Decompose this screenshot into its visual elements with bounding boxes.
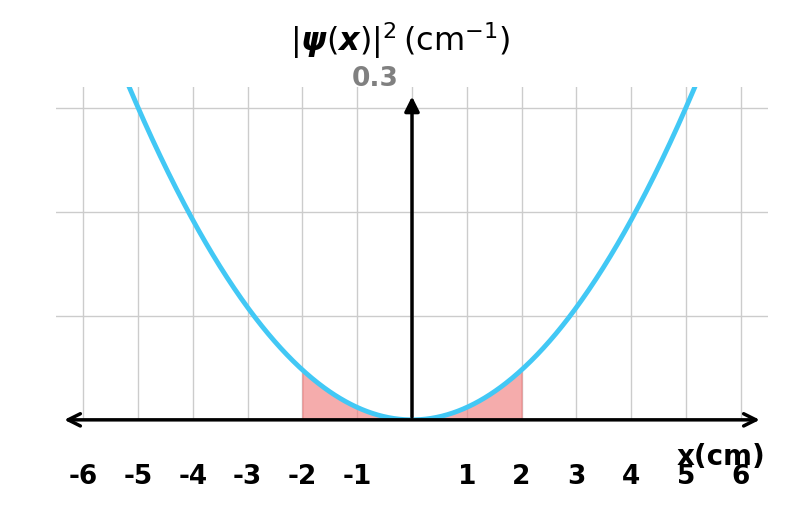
Text: $|\boldsymbol{\psi}(\boldsymbol{x})|^2\,(\mathrm{cm}^{-1})$: $|\boldsymbol{\psi}(\boldsymbol{x})|^2\,… (290, 20, 510, 61)
Text: 6: 6 (731, 463, 750, 489)
Text: -2: -2 (288, 463, 317, 489)
Text: 3: 3 (567, 463, 586, 489)
Text: -3: -3 (233, 463, 262, 489)
Text: 5: 5 (677, 463, 695, 489)
Text: 4: 4 (622, 463, 640, 489)
Text: 2: 2 (512, 463, 530, 489)
Text: 1: 1 (458, 463, 476, 489)
Text: -6: -6 (69, 463, 98, 489)
Text: x(cm): x(cm) (677, 443, 766, 471)
Text: 0.3: 0.3 (351, 66, 398, 92)
Text: -1: -1 (342, 463, 372, 489)
Text: -5: -5 (123, 463, 153, 489)
Text: -4: -4 (178, 463, 207, 489)
